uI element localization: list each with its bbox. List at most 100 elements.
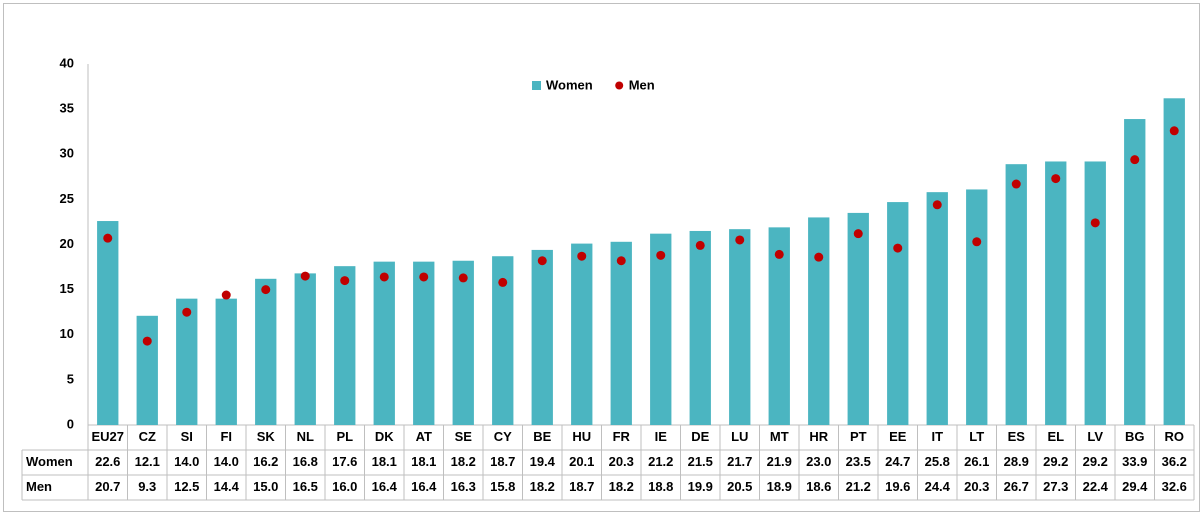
table-cell: 18.7 [569,479,594,494]
table-cell: 24.4 [925,479,951,494]
x-tick-label: FR [613,429,631,444]
dot [577,251,587,261]
dot [1169,126,1179,136]
dot [814,252,824,262]
table-cell: 19.9 [688,479,713,494]
y-tick-label: 20 [60,236,74,251]
x-tick-label: NL [297,429,314,444]
dot [221,290,231,300]
table-cell: 18.2 [609,479,634,494]
table-cell: 17.6 [332,454,357,469]
table-cell: 16.3 [451,479,476,494]
bar [926,192,948,425]
table-cell: 21.5 [688,454,713,469]
dot [419,272,429,282]
legend-label: Women [546,77,593,92]
bar [650,233,672,425]
bar [1084,161,1106,425]
bar [1163,98,1185,426]
table-cell: 14.0 [214,454,239,469]
bar [768,227,790,425]
bar [531,249,553,425]
dot [932,200,942,210]
y-tick-label: 30 [60,146,74,161]
table-cell: 16.0 [332,479,357,494]
dot [340,276,350,286]
bar [887,202,909,425]
dot [656,250,666,260]
bar [97,221,119,425]
table-cell: 18.2 [530,479,555,494]
table-cell: 33.9 [1122,454,1147,469]
dot [853,229,863,239]
bar [729,229,751,425]
table-cell: 18.9 [767,479,792,494]
y-tick-label: 0 [67,416,74,431]
dot [182,307,192,317]
table-cell: 20.1 [569,454,594,469]
bar [452,260,474,425]
y-tick-label: 5 [67,371,74,386]
dot [300,271,310,281]
table-cell: 21.7 [727,454,752,469]
x-tick-label: SI [181,429,193,444]
table-cell: 22.6 [95,454,120,469]
x-tick-label: SK [257,429,276,444]
x-tick-label: HR [809,429,828,444]
bar [373,261,395,425]
dot [1130,155,1140,165]
table-cell: 18.7 [490,454,515,469]
table-cell: 18.1 [411,454,436,469]
x-tick-label: PL [336,429,353,444]
y-tick-label: 10 [60,326,74,341]
table-cell: 16.5 [293,479,318,494]
dot [1051,174,1061,184]
bar [808,217,830,425]
table-cell: 36.2 [1162,454,1187,469]
x-tick-label: EE [889,429,907,444]
dot [142,336,152,346]
table-cell: 16.4 [411,479,437,494]
table-cell: 26.1 [964,454,989,469]
x-tick-label: SE [455,429,473,444]
table-cell: 26.7 [1004,479,1029,494]
bar [294,273,316,425]
table-cell: 12.5 [174,479,199,494]
dot [893,243,903,253]
table-cell: 23.5 [846,454,871,469]
x-tick-label: LU [731,429,748,444]
table-cell: 16.8 [293,454,318,469]
y-tick-label: 25 [60,191,74,206]
bar [492,256,514,425]
dot [1011,179,1021,189]
dot [695,240,705,250]
x-tick-label: ES [1008,429,1026,444]
table-cell: 19.4 [530,454,556,469]
bar [610,241,632,425]
x-tick-label: CY [494,429,512,444]
x-tick-label: EU27 [91,429,124,444]
dot [537,256,547,266]
x-tick-label: EL [1047,429,1064,444]
table-cell: 20.5 [727,479,752,494]
bar [136,315,158,425]
table-cell: 29.2 [1083,454,1108,469]
dot [972,237,982,247]
table-cell: 18.1 [372,454,397,469]
table-row-header: Men [26,479,52,494]
table-cell: 18.8 [648,479,673,494]
x-tick-label: HU [572,429,591,444]
bar [966,189,988,425]
table-cell: 29.2 [1043,454,1068,469]
dot [616,256,626,266]
table-cell: 15.0 [253,479,278,494]
table-cell: 18.2 [451,454,476,469]
bar [1045,161,1067,425]
table-cell: 24.7 [885,454,910,469]
x-tick-label: MT [770,429,789,444]
table-cell: 12.1 [135,454,160,469]
bar [571,243,593,425]
dot [735,235,745,245]
x-tick-label: DK [375,429,394,444]
